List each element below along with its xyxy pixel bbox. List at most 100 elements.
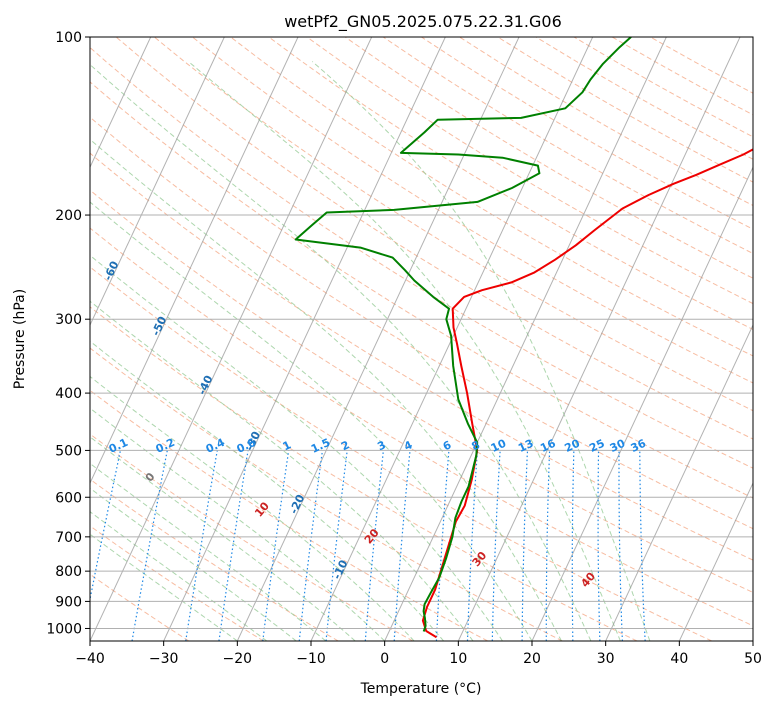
moist-adiabat: [90, 511, 268, 641]
moist-adiabat: [90, 462, 327, 641]
dry-adiabat: [344, 37, 753, 279]
isotherm-line: [752, 639, 753, 641]
x-tick-label: 20: [523, 651, 541, 667]
y-tick-label: 100: [55, 30, 82, 46]
mixing-ratio-label: 0.4: [204, 436, 227, 456]
mixing-ratio-label: 3: [375, 438, 387, 453]
mixing-ratio-label: 1.5: [309, 436, 332, 456]
x-axis-title: Temperature (°C): [360, 681, 482, 697]
mixing-ratio-line: [262, 450, 290, 641]
dry-adiabat: [90, 46, 753, 469]
moist-adiabat: [90, 201, 533, 641]
x-axis-ticks: −40 −30 −20 −10 0 10 20 30 40 50: [75, 641, 762, 667]
mixing-ratio-label: 2: [339, 438, 351, 453]
dry-adiabat: [90, 152, 753, 561]
isotherm-line: [0, 37, 3, 641]
chart-title: wetPf2_GN05.2025.075.22.31.G06: [284, 12, 562, 32]
mixing-ratio-line: [571, 450, 575, 641]
dry-adiabat: [90, 478, 339, 641]
y-axis-title: Pressure (hPa): [12, 289, 28, 389]
mixing-ratio-line: [393, 450, 411, 641]
theta-label: 40: [578, 570, 598, 590]
mixing-ratio-label: 25: [587, 437, 606, 455]
isotherm-line: [90, 37, 373, 641]
moist-adiabat: [188, 61, 621, 641]
pressure-gridlines: [90, 37, 753, 629]
isotherm-line: [678, 481, 753, 641]
mixing-ratio-line: [364, 450, 384, 641]
dry-adiabat: [535, 37, 753, 160]
y-tick-label: 600: [55, 490, 82, 506]
isotherm-label: -50: [149, 314, 169, 338]
dry-adiabat: [115, 37, 753, 440]
dry-adiabat: [382, 37, 753, 255]
x-tick-label: −30: [149, 651, 179, 667]
mixing-ratio-line: [298, 450, 323, 641]
y-tick-label: 300: [55, 312, 82, 328]
moist-adiabat: [90, 340, 444, 641]
mixing-ratio-line: [90, 450, 121, 603]
mixing-ratio-line: [325, 450, 348, 641]
y-tick-label: 200: [55, 208, 82, 224]
mixing-ratio-line: [597, 450, 601, 641]
moist-adiabat: [90, 436, 356, 641]
y-tick-label: 900: [55, 594, 82, 610]
isotherm-line: [384, 37, 667, 641]
plot-frame: [89, 36, 754, 642]
x-tick-label: −10: [296, 651, 326, 667]
x-tick-label: 0: [380, 651, 389, 667]
dry-adiabat: [90, 347, 563, 641]
background-lines: [0, 37, 753, 641]
mixing-ratio-label: 1: [281, 438, 293, 453]
temperature-profile-line: [421, 148, 753, 639]
moist-adiabat: [90, 375, 415, 641]
moist-adiabat: [311, 61, 651, 641]
dry-adiabat: [650, 37, 753, 94]
moist-adiabat: [90, 300, 474, 641]
dry-adiabat: [90, 266, 712, 641]
mixing-ratio-label: 8: [470, 438, 482, 453]
mixing-ratio-label: 10: [489, 437, 509, 455]
isotherm-label: -20: [287, 492, 307, 516]
y-axis-ticks: 100 200 300 400 500 600 700 800 900 1000: [46, 30, 90, 637]
x-tick-label: 40: [670, 651, 688, 667]
isotherm-line: [90, 37, 299, 485]
dry-adiabat: [90, 433, 414, 641]
theta-label: 20: [362, 526, 382, 546]
dry-adiabat: [268, 37, 753, 330]
mixing-ratio-line: [639, 450, 646, 641]
isotherm-line: [236, 37, 520, 641]
mixing-ratio-label: 4: [402, 438, 415, 453]
mixing-ratio-line: [435, 450, 450, 641]
dry-adiabat: [90, 81, 753, 499]
theta-label: 0: [143, 470, 158, 484]
dry-adiabat: [90, 189, 753, 594]
dry-adiabat: [573, 37, 753, 138]
x-tick-label: 30: [597, 651, 615, 667]
dry-adiabat: [153, 37, 753, 412]
dewpoint-profile-line: [294, 37, 632, 632]
x-tick-label: 10: [449, 651, 467, 667]
y-tick-label: 700: [55, 530, 82, 546]
x-tick-label: 50: [744, 651, 762, 667]
isotherm-label: -10: [330, 558, 350, 582]
isotherm-line: [90, 37, 225, 327]
dry-adiabat: [90, 227, 753, 627]
x-tick-label: −40: [75, 651, 105, 667]
isotherm-line: [531, 165, 753, 641]
dry-adiabat: [90, 306, 638, 641]
theta-label: 10: [252, 499, 272, 519]
isotherm-line: [163, 37, 446, 641]
mixing-ratio-line: [491, 450, 501, 641]
mixing-ratio-label: 20: [563, 437, 583, 455]
mixing-ratio-label: 13: [516, 437, 535, 455]
mixing-ratio-label: 36: [629, 437, 649, 455]
x-tick-label: −20: [223, 651, 253, 667]
mixing-ratio-line: [218, 450, 249, 641]
dry-adiabat: [497, 37, 753, 183]
y-tick-label: 1000: [46, 621, 82, 637]
profile-series: [294, 37, 753, 639]
y-tick-label: 500: [55, 443, 82, 459]
mixing-ratio-label: 6: [441, 438, 454, 453]
